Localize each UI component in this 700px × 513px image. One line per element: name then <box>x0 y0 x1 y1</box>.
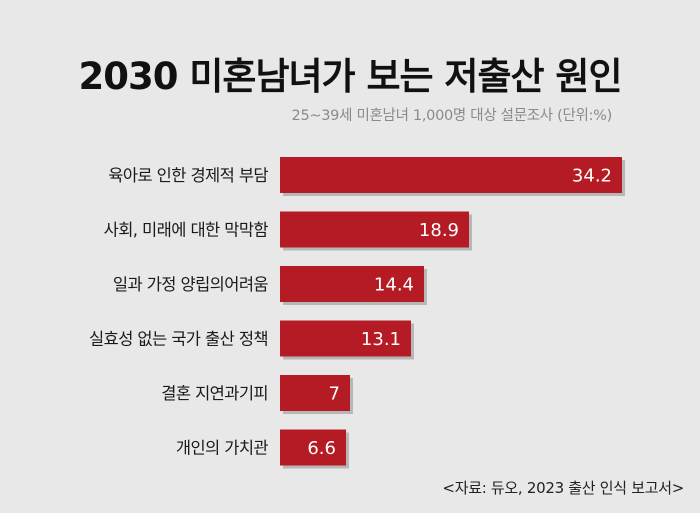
source-note: <자료: 듀오, 2023 출산 인식 보고서> <box>442 479 684 497</box>
bar <box>280 375 350 411</box>
category-label: 실효성 없는 국가 출산 정책 <box>89 330 268 349</box>
category-label: 육아로 인한 경제적 부담 <box>108 166 268 185</box>
bar <box>280 211 469 248</box>
bar <box>280 266 424 302</box>
value-label: 13.1 <box>361 329 401 350</box>
value-label: 34.2 <box>572 166 612 187</box>
category-label: 사회, 미래에 대한 막막함 <box>104 221 269 240</box>
value-label: 14.4 <box>374 275 414 296</box>
value-label: 18.9 <box>419 220 459 241</box>
bar <box>280 320 411 357</box>
value-label: 7 <box>329 384 340 405</box>
chart-title: 2030 미혼남녀가 보는 저출산 원인 <box>78 55 623 98</box>
value-label: 6.6 <box>307 438 336 459</box>
chart-subtitle: 25~39세 미혼남녀 1,000명 대상 설문조사 (단위:%) <box>291 108 613 124</box>
bar <box>280 429 346 466</box>
category-label: 개인의 가치관 <box>176 439 269 458</box>
bar <box>280 157 622 193</box>
category-label: 일과 가정 양립의어려움 <box>113 275 269 294</box>
category-label: 결혼 지연과기피 <box>161 384 268 403</box>
